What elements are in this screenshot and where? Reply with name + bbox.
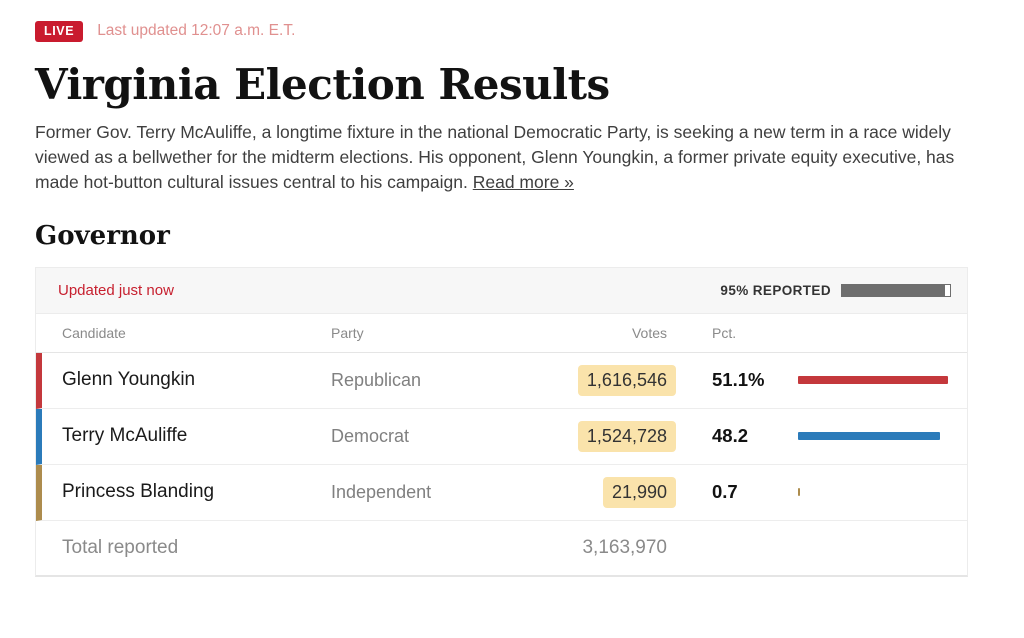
col-header-pct: Pct. bbox=[712, 324, 737, 341]
intro-text: Former Gov. Terry McAuliffe, a longtime … bbox=[35, 121, 955, 192]
table-topbar: Updated just now 95% REPORTED bbox=[36, 267, 967, 314]
candidate-party: Republican bbox=[331, 369, 422, 390]
reported-label: 95% REPORTED bbox=[720, 282, 831, 298]
total-votes: 3,163,970 bbox=[582, 536, 667, 558]
pct-bar bbox=[798, 432, 940, 441]
reported-progress-fill bbox=[842, 284, 945, 296]
candidate-name: Terry McAuliffe bbox=[62, 425, 188, 447]
candidate-party: Independent bbox=[331, 481, 432, 502]
page-title: Virginia Election Results bbox=[35, 59, 610, 109]
total-label: Total reported bbox=[62, 536, 179, 558]
candidate-votes: 1,524,728 bbox=[561, 420, 676, 452]
reported-wrap: 95% REPORTED bbox=[720, 283, 951, 298]
table-row: Princess Blanding Independent 21,990 0.7 bbox=[36, 464, 967, 521]
candidate-name: Glenn Youngkin bbox=[62, 369, 196, 391]
pct-bar bbox=[798, 488, 801, 497]
read-more-link[interactable]: Read more » bbox=[472, 171, 574, 192]
candidate-pct: 51.1% bbox=[712, 369, 765, 391]
page: LIVE Last updated 12:07 a.m. E.T. Virgin… bbox=[35, 21, 968, 577]
col-header-votes: Votes bbox=[631, 324, 667, 341]
live-badge: LIVE bbox=[35, 21, 84, 42]
votes-highlight: 1,616,546 bbox=[577, 364, 676, 396]
candidate-votes: 1,616,546 bbox=[561, 364, 676, 396]
candidate-name: Princess Blanding bbox=[62, 481, 215, 503]
total-row: Total reported 3,163,970 bbox=[36, 520, 967, 575]
col-header-candidate: Candidate bbox=[62, 324, 126, 341]
table-row: Glenn Youngkin Republican 1,616,546 51.1… bbox=[36, 352, 967, 409]
table-row: Terry McAuliffe Democrat 1,524,728 48.2 bbox=[36, 408, 967, 465]
column-header-row: Candidate Party Votes Pct. bbox=[36, 313, 967, 353]
candidate-pct: 48.2 bbox=[712, 425, 749, 447]
reported-progress-bar bbox=[841, 283, 951, 297]
updated-just-now: Updated just now bbox=[58, 281, 174, 299]
intro-paragraph: Former Gov. Terry McAuliffe, a longtime … bbox=[35, 120, 968, 195]
votes-highlight: 21,990 bbox=[602, 476, 676, 508]
candidate-pct: 0.7 bbox=[712, 481, 738, 503]
pct-bar bbox=[798, 376, 948, 385]
candidate-votes: 21,990 bbox=[561, 476, 676, 508]
candidate-party: Democrat bbox=[331, 425, 410, 446]
col-header-party: Party bbox=[331, 324, 364, 341]
votes-highlight: 1,524,728 bbox=[577, 420, 676, 452]
live-status-row: LIVE Last updated 12:07 a.m. E.T. bbox=[35, 21, 968, 42]
last-updated-text: Last updated 12:07 a.m. E.T. bbox=[97, 22, 296, 40]
results-table: Updated just now 95% REPORTED Candidate … bbox=[35, 266, 968, 577]
section-title-governor: Governor bbox=[35, 220, 170, 251]
